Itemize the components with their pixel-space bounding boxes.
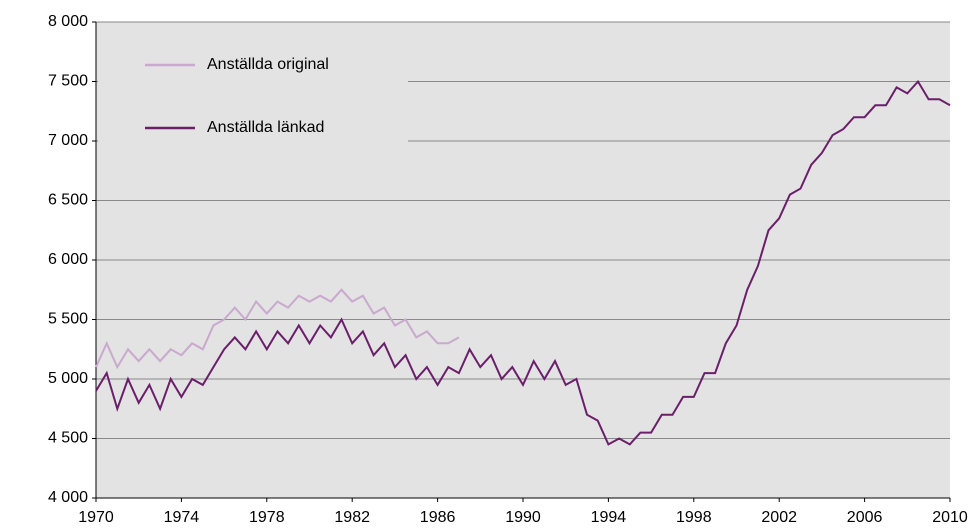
legend-label: Anställda länkad [207,119,324,136]
x-tick-label: 2006 [847,509,883,526]
x-tick-label: 1970 [78,509,114,526]
x-tick-label: 1978 [249,509,285,526]
y-tick-label: 7 500 [48,73,88,90]
y-tick-label: 6 000 [48,251,88,268]
y-tick-label: 5 000 [48,370,88,387]
x-tick-label: 1986 [420,509,456,526]
x-tick-label: 2002 [761,509,797,526]
x-tick-label: 1990 [505,509,541,526]
x-tick-label: 1998 [676,509,712,526]
line [95,288,460,370]
legend-box [98,42,408,170]
y-tick-label: 8 000 [48,13,88,30]
y-tick-label: 4 000 [48,489,88,506]
y-tick-label: 5 500 [48,311,88,328]
x-tick-label: 2010 [932,509,968,526]
x-tick-label: 1974 [164,509,200,526]
y-tick-label: 7 000 [48,132,88,149]
y-tick-label: 4 500 [48,430,88,447]
x-tick-label: 1994 [591,509,627,526]
y-tick-label: 6 500 [48,192,88,209]
x-tick-label: 1982 [334,509,370,526]
legend-label: Anställda original [207,56,329,73]
line [95,79,951,446]
